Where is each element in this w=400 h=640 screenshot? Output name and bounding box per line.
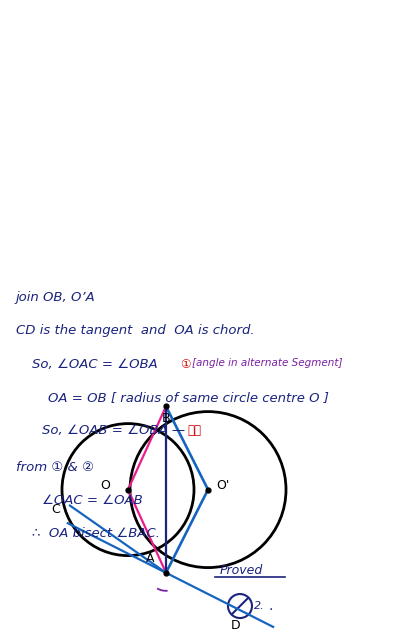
Text: ∠OAC = ∠OAB: ∠OAC = ∠OAB	[42, 494, 143, 508]
Text: OA = OB [ radius of same circle centre O ]: OA = OB [ radius of same circle centre O…	[48, 391, 329, 404]
Text: B: B	[162, 412, 170, 426]
Text: So, ∠OAB = ∠OBA —: So, ∠OAB = ∠OBA —	[42, 424, 185, 437]
Text: CD is the tangent  and  OA is chord.: CD is the tangent and OA is chord.	[16, 324, 255, 337]
Text: from ① & ②: from ① & ②	[16, 461, 94, 474]
Text: join OB, O’A: join OB, O’A	[16, 291, 96, 304]
Text: ⒳⒴: ⒳⒴	[187, 424, 201, 437]
Text: C: C	[51, 503, 60, 516]
Text: [angle in alternate Segment]: [angle in alternate Segment]	[192, 358, 342, 368]
Text: Proved: Proved	[220, 564, 263, 577]
Text: A: A	[146, 552, 154, 565]
Text: ∴  OA bisect ∠BAC.: ∴ OA bisect ∠BAC.	[32, 527, 160, 541]
Text: 2.: 2.	[254, 601, 265, 611]
Text: D: D	[231, 619, 241, 632]
Text: O': O'	[216, 479, 229, 492]
Text: .: .	[268, 599, 272, 613]
Text: O: O	[100, 479, 110, 492]
Text: So, ∠OAC = ∠OBA: So, ∠OAC = ∠OBA	[32, 358, 158, 371]
Text: ①: ①	[180, 358, 190, 371]
